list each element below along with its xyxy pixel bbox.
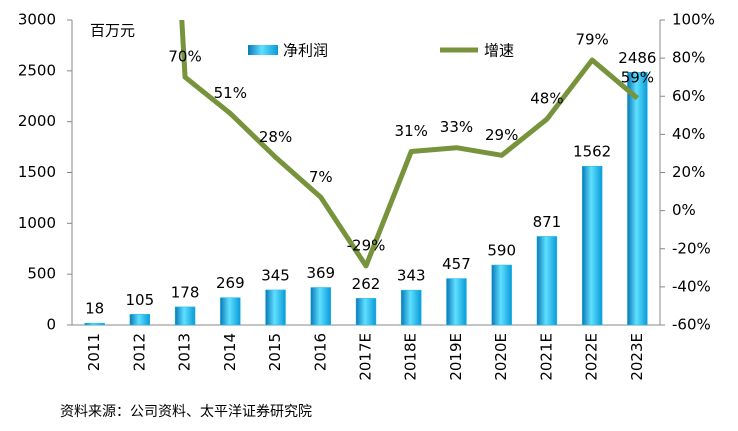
data-label: 178 bbox=[171, 283, 200, 301]
bar bbox=[401, 289, 422, 326]
legend-swatch bbox=[248, 45, 278, 55]
x-tick-label: 2022E bbox=[583, 333, 601, 381]
y2-tick-label: 80% bbox=[672, 49, 705, 67]
bar bbox=[220, 297, 241, 326]
legend-label: 增速 bbox=[484, 42, 514, 60]
data-label: 2486 bbox=[618, 49, 656, 67]
data-label: 48% bbox=[530, 90, 563, 108]
bar bbox=[310, 287, 331, 326]
line bbox=[179, 20, 639, 269]
data-label: 29% bbox=[485, 126, 518, 144]
data-label: 457 bbox=[442, 255, 471, 273]
bar bbox=[84, 322, 105, 326]
x-tick-label: 2021E bbox=[537, 333, 555, 381]
data-label: 105 bbox=[126, 291, 155, 309]
data-label: 59% bbox=[621, 69, 654, 87]
x-tick-label: 2023E bbox=[628, 333, 646, 381]
bar bbox=[446, 278, 467, 326]
x-tick-label: 2014 bbox=[221, 333, 239, 371]
data-label: 70% bbox=[168, 48, 201, 66]
data-label: 28% bbox=[259, 128, 292, 146]
bar bbox=[129, 314, 151, 326]
data-label: 51% bbox=[214, 84, 247, 102]
y2-tick-label: 20% bbox=[672, 163, 705, 181]
data-label: 345 bbox=[261, 266, 290, 284]
x-tick-label: 2015 bbox=[266, 333, 284, 371]
data-label: 33% bbox=[440, 118, 473, 136]
data-label: 590 bbox=[487, 242, 516, 260]
legend-label: 净利润 bbox=[283, 42, 328, 60]
y2-tick-label: -40% bbox=[672, 277, 711, 295]
y-tick-label: 500 bbox=[27, 265, 56, 283]
y2-tick-label: 60% bbox=[672, 87, 705, 105]
data-label: 79% bbox=[575, 31, 608, 49]
bar bbox=[581, 165, 603, 326]
y2-tick-label: 100% bbox=[672, 11, 715, 29]
bar bbox=[265, 289, 286, 326]
source-note: 资料来源：公司资料、太平洋证券研究院 bbox=[60, 404, 312, 420]
y2-tick-label: -60% bbox=[672, 316, 711, 334]
bar bbox=[491, 264, 512, 326]
x-tick-label: 2011 bbox=[85, 333, 103, 371]
data-label: 871 bbox=[533, 213, 562, 231]
data-label: 269 bbox=[216, 274, 245, 292]
y-tick-label: 2500 bbox=[18, 61, 56, 79]
y2-tick-label: -20% bbox=[672, 239, 711, 257]
y-tick-label: 1500 bbox=[18, 163, 56, 181]
x-tick-label: 2020E bbox=[492, 333, 510, 381]
x-tick-label: 2018E bbox=[402, 333, 420, 381]
y-tick-label: 0 bbox=[46, 316, 56, 334]
bar bbox=[355, 298, 377, 326]
data-label: 1562 bbox=[573, 143, 611, 161]
x-tick-label: 2012 bbox=[130, 333, 148, 371]
x-tick-label: 2013 bbox=[176, 333, 194, 371]
y2-tick-label: 40% bbox=[672, 125, 705, 143]
bar bbox=[627, 72, 648, 326]
y-tick-label: 1000 bbox=[18, 214, 56, 232]
x-tick-label: 2019E bbox=[447, 333, 465, 381]
data-label: 262 bbox=[352, 275, 381, 293]
x-tick-label: 2016 bbox=[311, 333, 329, 371]
data-label: 7% bbox=[309, 168, 333, 186]
y2-tick-label: 0% bbox=[672, 201, 696, 219]
data-label: 343 bbox=[397, 267, 426, 285]
data-label: -29% bbox=[347, 236, 386, 254]
x-tick-label: 2017E bbox=[357, 333, 375, 381]
data-label: 369 bbox=[306, 264, 335, 282]
unit-label: 百万元 bbox=[90, 22, 135, 40]
bar bbox=[174, 306, 196, 326]
data-label: 18 bbox=[85, 300, 104, 318]
y-tick-label: 3000 bbox=[18, 11, 56, 29]
y-tick-label: 2000 bbox=[18, 112, 56, 130]
data-label: 31% bbox=[395, 122, 428, 140]
bar bbox=[536, 236, 558, 326]
